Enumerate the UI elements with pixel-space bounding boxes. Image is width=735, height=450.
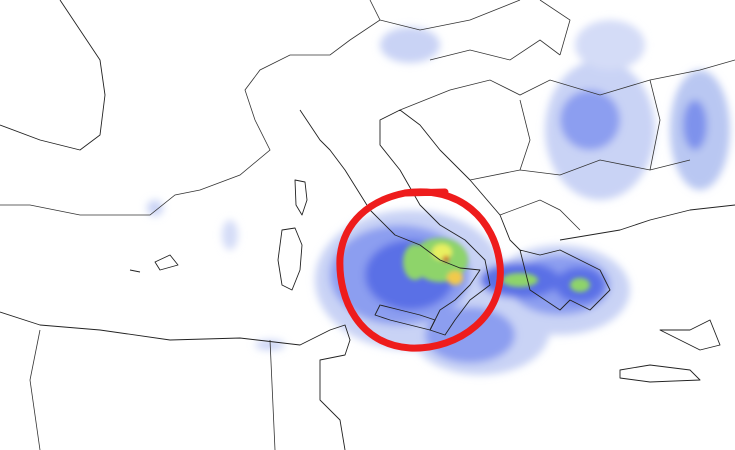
highlight-circle [336,188,504,352]
